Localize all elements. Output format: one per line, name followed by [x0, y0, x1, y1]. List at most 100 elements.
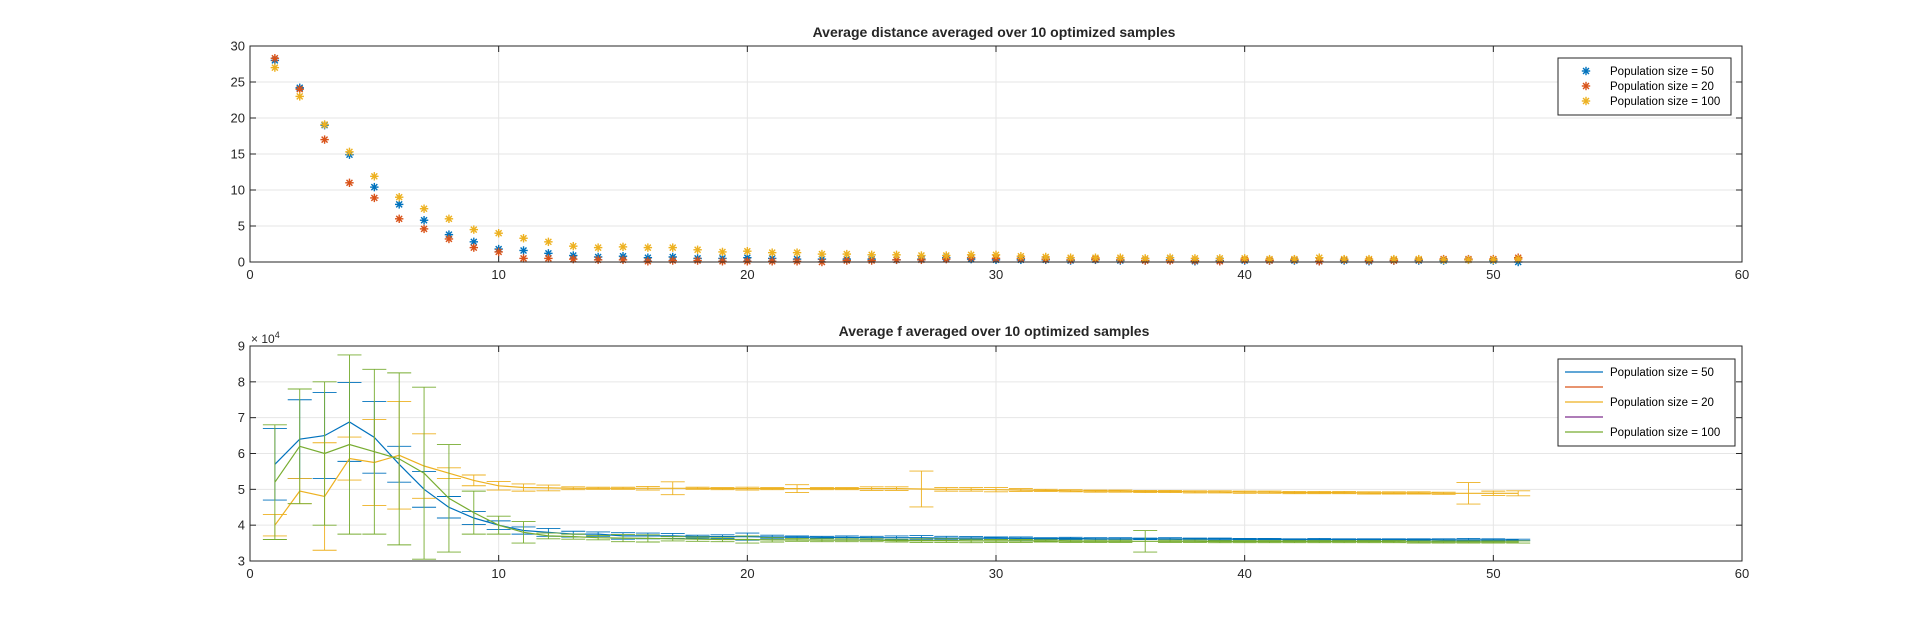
f-error-bar — [1108, 539, 1133, 543]
f-error-bar — [1108, 489, 1133, 493]
f-error-bar — [1406, 538, 1431, 541]
f-error-bar — [1008, 539, 1033, 543]
f-error-bar — [387, 372, 412, 546]
distance-point — [842, 249, 851, 259]
f-error-bar — [785, 484, 810, 494]
distance-point — [618, 242, 628, 252]
f-error-bar — [635, 486, 660, 491]
y-tick-label: 7 — [238, 410, 245, 425]
f-error-bar — [511, 483, 536, 492]
x-tick-label: 0 — [246, 267, 253, 282]
distance-point — [693, 256, 702, 265]
f-error-bar — [1431, 491, 1456, 495]
f-ticks: 0 10 20 30 40 50 60 3 4 5 6 7 8 9 — [238, 339, 1749, 582]
legend-label: Population size = 100 — [1610, 96, 1720, 108]
f-error-bar — [1406, 540, 1431, 544]
distance-point — [593, 243, 603, 252]
distance-point — [1439, 255, 1448, 265]
f-error-bar — [1406, 491, 1431, 495]
distance-point — [1165, 253, 1175, 262]
f-error-bar — [635, 534, 660, 543]
f-error-bar — [1282, 491, 1307, 495]
distance-axes: Average distance averaged over 10 optimi… — [231, 24, 1750, 282]
f-error-bar — [461, 474, 486, 487]
f-error-bar — [660, 481, 685, 496]
f-error-bar — [1381, 540, 1406, 544]
distance-point — [370, 193, 379, 203]
distance-point — [320, 135, 329, 144]
f-error-bar — [536, 532, 561, 540]
distance-point — [768, 248, 777, 257]
f-series-2 — [262, 354, 1531, 560]
legend-label: Population size = 20 — [1610, 81, 1714, 93]
f-error-bar — [1232, 490, 1257, 494]
f-error-bar — [536, 484, 561, 492]
x-tick-label: 10 — [491, 267, 505, 282]
f-error-bar — [1282, 540, 1307, 544]
distance-point — [469, 243, 478, 252]
f-error-bar — [1506, 540, 1531, 544]
f-error-bar — [511, 521, 536, 544]
distance-point — [419, 204, 429, 213]
f-error-bar — [809, 487, 834, 491]
f-error-bar — [884, 486, 909, 491]
distance-point — [842, 256, 851, 265]
f-series-line — [274, 421, 1519, 541]
f-error-bar — [1257, 540, 1282, 544]
distance-point — [1240, 254, 1249, 263]
f-error-bar — [1257, 537, 1282, 541]
y-tick-label: 3 — [238, 554, 245, 569]
distance-point — [345, 178, 354, 187]
distance-point — [718, 257, 727, 266]
distance-point — [295, 92, 304, 101]
f-y-exponent: × 104 — [251, 330, 280, 346]
y-tick-label: 25 — [231, 75, 245, 90]
f-error-bar — [1182, 490, 1207, 494]
f-error-bar — [735, 486, 760, 491]
f-error-bar — [436, 444, 461, 553]
f-error-bar — [1381, 491, 1406, 495]
distance-point — [270, 63, 280, 72]
f-error-bar — [660, 536, 685, 542]
f-error-bar — [561, 533, 586, 540]
distance-point — [270, 54, 280, 63]
distance-point — [643, 257, 653, 266]
f-error-bar — [959, 538, 984, 544]
f-error-bar — [1481, 540, 1506, 544]
x-tick-label: 30 — [989, 566, 1003, 581]
y-tick-label: 6 — [238, 446, 245, 461]
y-tick-label: 0 — [238, 255, 245, 270]
f-error-bar — [362, 368, 387, 535]
distance-point — [320, 120, 329, 129]
legend-entry: Population size = 20 — [1581, 81, 1714, 93]
f-series-lines — [262, 354, 1531, 560]
distance-point — [444, 214, 454, 223]
f-axes: Average f averaged over 10 optimized sam… — [238, 323, 1749, 581]
f-error-bar — [1058, 539, 1083, 543]
distance-point — [395, 193, 404, 202]
f-error-bar — [984, 487, 1008, 493]
distance-point — [419, 224, 429, 234]
distance-point — [469, 225, 478, 234]
x-tick-label: 60 — [1735, 566, 1749, 581]
distance-point — [544, 237, 553, 247]
f-error-bar — [312, 381, 337, 526]
x-tick-label: 10 — [491, 566, 505, 581]
f-error-bar — [1207, 540, 1232, 544]
distance-point — [618, 255, 628, 265]
y-tick-label: 5 — [238, 482, 245, 497]
f-error-bar — [1481, 490, 1506, 496]
legend-entry: Population size = 100 — [1565, 427, 1720, 439]
y-tick-label: 5 — [238, 219, 245, 234]
f-error-bar — [486, 515, 511, 535]
distance-point — [544, 254, 553, 263]
f-error-bar — [1232, 537, 1257, 541]
f-error-bar — [934, 487, 959, 492]
f-error-bar — [735, 535, 760, 544]
distance-point — [693, 245, 702, 254]
distance-point — [569, 241, 578, 251]
y-tick-label: 8 — [238, 374, 245, 389]
y-tick-label: 20 — [231, 111, 245, 126]
y-tick-label: 10 — [231, 183, 245, 198]
